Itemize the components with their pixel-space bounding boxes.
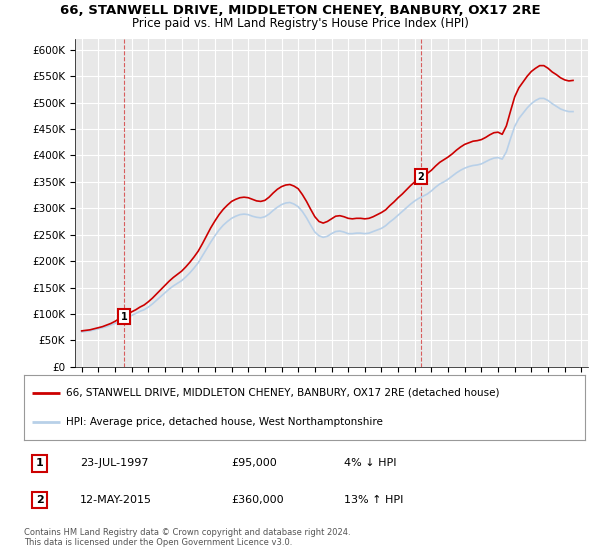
Text: 13% ↑ HPI: 13% ↑ HPI [344,495,403,505]
Text: 66, STANWELL DRIVE, MIDDLETON CHENEY, BANBURY, OX17 2RE (detached house): 66, STANWELL DRIVE, MIDDLETON CHENEY, BA… [66,388,500,398]
Text: Price paid vs. HM Land Registry's House Price Index (HPI): Price paid vs. HM Land Registry's House … [131,17,469,30]
Text: £95,000: £95,000 [232,458,277,468]
Text: 2: 2 [36,495,44,505]
Text: 1: 1 [121,311,128,321]
Text: 23-JUL-1997: 23-JUL-1997 [80,458,149,468]
Text: HPI: Average price, detached house, West Northamptonshire: HPI: Average price, detached house, West… [66,417,383,427]
Text: 12-MAY-2015: 12-MAY-2015 [80,495,152,505]
Text: £360,000: £360,000 [232,495,284,505]
Text: 1: 1 [36,458,44,468]
Text: 2: 2 [418,171,424,181]
Text: 66, STANWELL DRIVE, MIDDLETON CHENEY, BANBURY, OX17 2RE: 66, STANWELL DRIVE, MIDDLETON CHENEY, BA… [59,4,541,17]
Text: 4% ↓ HPI: 4% ↓ HPI [344,458,396,468]
Text: Contains HM Land Registry data © Crown copyright and database right 2024.
This d: Contains HM Land Registry data © Crown c… [24,528,350,547]
